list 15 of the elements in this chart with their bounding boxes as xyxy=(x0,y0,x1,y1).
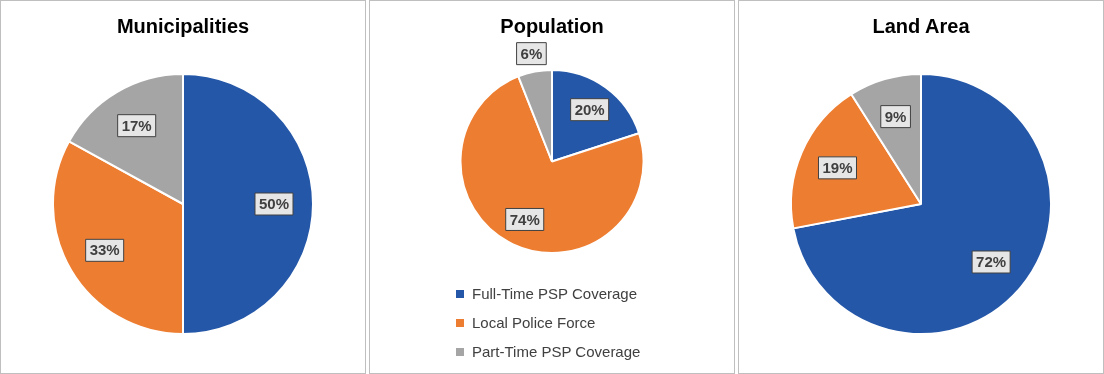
data-label: 50% xyxy=(258,195,290,213)
data-label: 19% xyxy=(822,159,853,176)
data-label: 9% xyxy=(884,107,907,125)
data-label: 6% xyxy=(520,44,543,62)
legend-label: Part-Time PSP Coverage xyxy=(472,343,641,360)
chart-title: Population xyxy=(500,14,604,37)
legend-label: Full-Time PSP Coverage xyxy=(472,285,638,302)
chart-title: Land Area xyxy=(872,14,971,37)
data-label: 20% xyxy=(574,100,605,118)
legend-label: Local Police Force xyxy=(472,314,596,331)
data-label: 74% xyxy=(509,210,540,228)
chart-title: Municipalities xyxy=(116,14,250,37)
data-label: 17% xyxy=(121,116,152,134)
data-label: 72% xyxy=(976,253,1007,271)
data-label: 33% xyxy=(89,241,120,259)
